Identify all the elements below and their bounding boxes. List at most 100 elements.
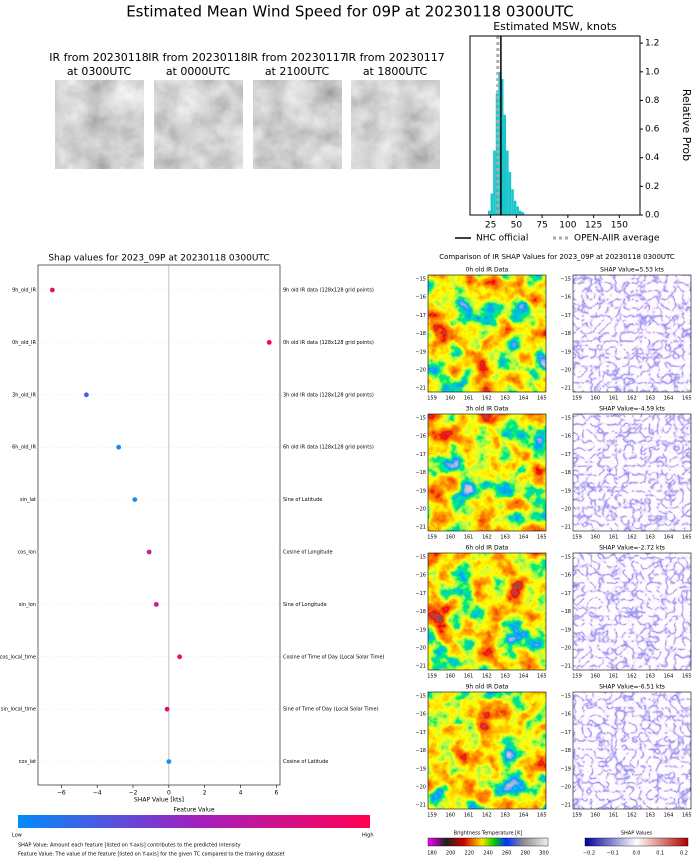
- colorbar-tick: −0.2: [583, 851, 595, 857]
- ir-label: at 1800UTC: [363, 65, 428, 78]
- map-image: [428, 414, 546, 531]
- feature-description: Sine of Latitude: [283, 497, 322, 503]
- feature-label: cos_lat: [19, 759, 36, 765]
- feature-label: cos_lon: [17, 550, 36, 556]
- y-tick-label: 1.2: [645, 39, 659, 49]
- colorbar-low: Low: [12, 833, 22, 839]
- map-y-tick: −20: [560, 507, 571, 513]
- y-tick-label: 0.8: [645, 96, 660, 106]
- colorbar-tick: −0.1: [607, 851, 619, 857]
- map-x-tick: 159: [427, 535, 437, 541]
- map-image: [428, 692, 546, 809]
- x-tick-label: 4: [239, 790, 243, 797]
- map-y-tick: −18: [415, 609, 426, 615]
- feature-description: Cosine of Longitude: [283, 550, 333, 556]
- map-frame: [427, 274, 547, 393]
- map-x-tick: 165: [537, 813, 547, 819]
- y-axis-label: Relative Prob: [680, 89, 693, 161]
- feature-label: 0h_old_IR: [12, 340, 36, 346]
- map-title: SHAP Value=-6.51 kts: [599, 684, 665, 691]
- map-x-tick: 163: [500, 674, 510, 680]
- map-y-tick: −21: [560, 386, 571, 392]
- map-y-tick: −16: [415, 434, 426, 440]
- ir-image: [253, 80, 342, 169]
- map-y-tick: −16: [415, 573, 426, 579]
- map-y-tick: −16: [560, 712, 571, 718]
- shap-dot: [146, 549, 152, 555]
- map-y-tick: −19: [560, 488, 571, 494]
- map-y-tick: −20: [415, 646, 426, 652]
- hist-bar: [500, 78, 504, 216]
- map-frame: [572, 413, 692, 532]
- map-y-tick: −15: [560, 555, 571, 561]
- map-x-tick: 164: [664, 813, 674, 819]
- map-y-tick: −21: [415, 386, 426, 392]
- map-y-tick: −19: [415, 488, 426, 494]
- map-image: [573, 553, 691, 670]
- map-y-tick: −20: [560, 646, 571, 652]
- panel-title: Comparison of IR SHAP Values for 2023_09…: [439, 253, 675, 261]
- map-frame: [572, 274, 692, 393]
- legend-label: NHC official: [476, 234, 528, 244]
- map-x-tick: 163: [645, 535, 655, 541]
- ir-label: IR from 20230117: [345, 51, 444, 64]
- map-x-tick: 163: [645, 813, 655, 819]
- map-y-tick: −20: [560, 785, 571, 791]
- map-x-tick: 161: [464, 674, 474, 680]
- feature-description: 0h old IR data (128x128 grid points): [283, 340, 374, 346]
- colorbar-tick: 260: [502, 851, 512, 857]
- map-x-tick: 163: [500, 535, 510, 541]
- colorbar: [18, 815, 370, 828]
- x-tick-label: 6: [275, 790, 279, 797]
- x-tick-label: 2: [203, 790, 207, 797]
- hist-bar: [518, 210, 522, 215]
- map-frame: [427, 691, 547, 810]
- map-y-tick: −19: [415, 766, 426, 772]
- map-y-tick: −17: [560, 591, 571, 597]
- map-x-tick: 159: [427, 813, 437, 819]
- y-tick-label: 0.0: [645, 211, 660, 221]
- map-y-tick: −20: [560, 368, 571, 374]
- feature-description: Sine of Longitude: [283, 602, 327, 608]
- shap-dot: [166, 759, 172, 764]
- map-y-tick: −20: [415, 368, 426, 374]
- colorbar-tick: 280: [521, 851, 531, 857]
- map-title: 9h old IR Data: [466, 684, 509, 691]
- map-y-tick: −16: [560, 573, 571, 579]
- map-y-tick: −17: [415, 730, 426, 736]
- map-y-tick: −17: [415, 452, 426, 458]
- note: SHAP Value: Amount each feature [listed …: [18, 843, 241, 849]
- map-y-tick: −18: [415, 470, 426, 476]
- feature-label: 3h_old_IR: [12, 392, 36, 398]
- map-x-tick: 162: [627, 813, 637, 819]
- ir-label: at 2100UTC: [265, 65, 330, 78]
- map-y-tick: −15: [560, 416, 571, 422]
- map-y-tick: −16: [415, 712, 426, 718]
- map-y-tick: −21: [560, 664, 571, 670]
- map-title: 0h old IR Data: [466, 267, 509, 274]
- shap-dot: [116, 444, 122, 450]
- map-y-tick: −19: [560, 349, 571, 355]
- feature-description: Cosine of Time of Day (Local Solar Time): [283, 654, 385, 660]
- map-x-tick: 163: [500, 396, 510, 402]
- map-frame: [572, 552, 692, 671]
- shap-dot: [177, 654, 183, 660]
- map-y-tick: −18: [415, 748, 426, 754]
- map-y-tick: −17: [560, 730, 571, 736]
- map-y-tick: −21: [415, 803, 426, 809]
- map-x-tick: 162: [482, 813, 492, 819]
- colorbar-tick: 0.0: [633, 851, 641, 857]
- map-y-tick: −17: [560, 313, 571, 319]
- map-y-tick: −19: [560, 627, 571, 633]
- ir-image: [351, 80, 440, 169]
- map-x-tick: 161: [464, 396, 474, 402]
- x-tick-label: 75: [536, 221, 547, 231]
- map-y-tick: −16: [560, 295, 571, 301]
- map-y-tick: −15: [415, 277, 426, 283]
- shap-dot: [84, 392, 89, 398]
- map-x-tick: 162: [482, 674, 492, 680]
- colorbar-title: Feature Value: [173, 807, 214, 814]
- map-x-tick: 161: [609, 396, 619, 402]
- map-x-tick: 160: [446, 535, 456, 541]
- map-x-tick: 164: [519, 813, 529, 819]
